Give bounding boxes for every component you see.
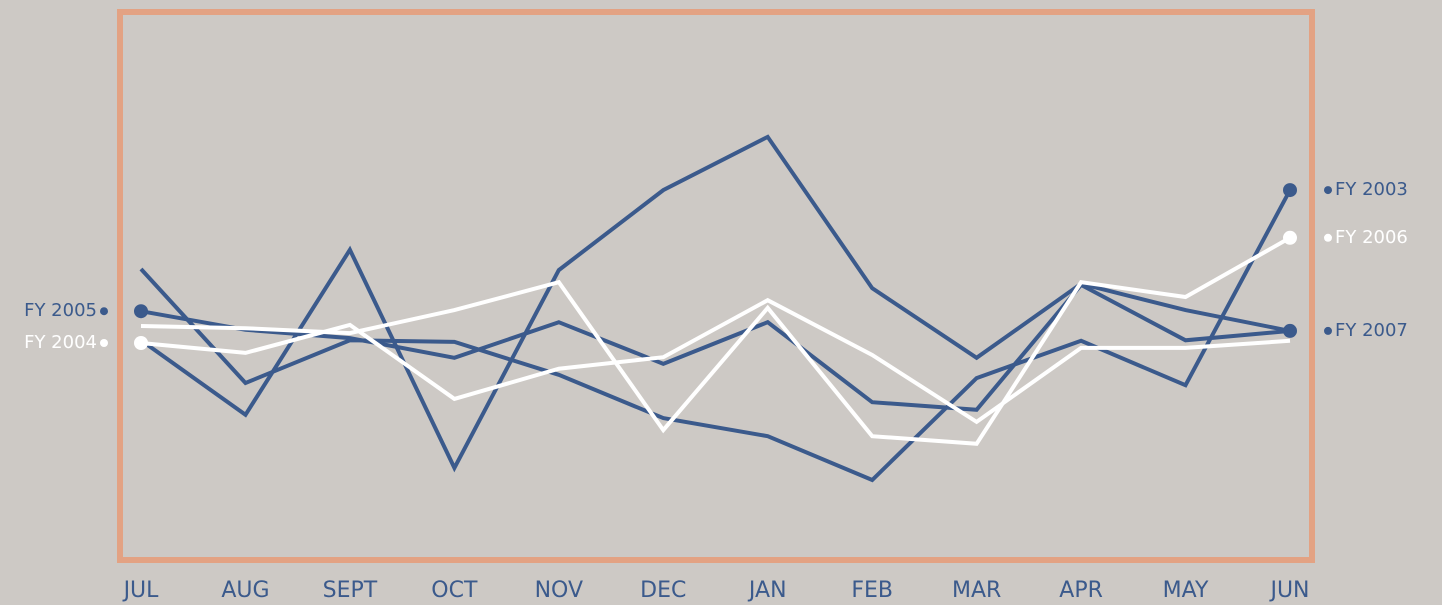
series-end-dot bbox=[134, 335, 148, 350]
series-line bbox=[140, 282, 1291, 412]
x-tick-label: MAR bbox=[952, 578, 1001, 603]
series-line bbox=[140, 297, 1291, 425]
series-end-dot bbox=[134, 304, 148, 319]
series-label: FY 2007 bbox=[1335, 320, 1408, 341]
label-bullet bbox=[1324, 326, 1332, 335]
label-bullet bbox=[100, 307, 108, 316]
x-tick-label: NOV bbox=[535, 578, 583, 603]
x-tick-label: JUN bbox=[1268, 578, 1309, 603]
x-tick-label: FEB bbox=[851, 578, 893, 603]
series-line bbox=[140, 236, 1291, 446]
series-label: FY 2005 bbox=[24, 300, 97, 321]
series-label: FY 2006 bbox=[1335, 227, 1408, 248]
label-bullet bbox=[1324, 233, 1332, 242]
x-tick-label: JAN bbox=[747, 578, 787, 603]
series-line bbox=[139, 134, 1291, 473]
series-end-dot bbox=[1283, 323, 1297, 338]
x-tick-label: SEPT bbox=[323, 578, 378, 603]
x-tick-label: DEC bbox=[640, 578, 686, 603]
series-label: FY 2003 bbox=[1335, 179, 1408, 200]
x-tick-label: JUL bbox=[122, 578, 160, 603]
series-end-dot bbox=[1283, 230, 1297, 245]
x-tick-label: MAY bbox=[1163, 578, 1209, 603]
series-end-dot bbox=[1283, 183, 1297, 198]
x-tick-label: OCT bbox=[431, 578, 478, 603]
label-bullet bbox=[100, 338, 108, 347]
x-tick-label: AUG bbox=[221, 578, 269, 603]
label-bullet bbox=[1324, 186, 1332, 195]
plot-frame bbox=[117, 9, 1315, 563]
x-tick-label: APR bbox=[1059, 578, 1103, 603]
series-label: FY 2004 bbox=[24, 332, 97, 353]
